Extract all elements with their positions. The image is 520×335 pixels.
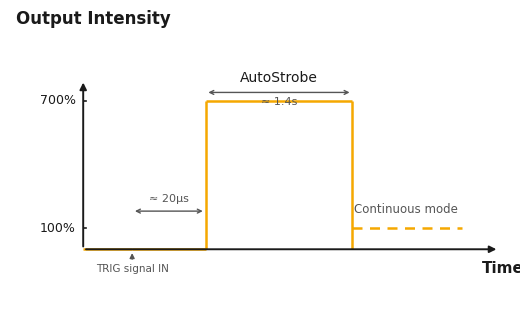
- Text: TRIG signal IN: TRIG signal IN: [96, 264, 168, 274]
- Text: AutoStrobe: AutoStrobe: [240, 71, 318, 85]
- Text: Time: Time: [483, 261, 520, 276]
- Text: ≈ 20μs: ≈ 20μs: [149, 194, 189, 204]
- Text: ≈ 1.4s: ≈ 1.4s: [261, 97, 297, 107]
- Text: 100%: 100%: [40, 221, 76, 234]
- Text: 700%: 700%: [40, 94, 76, 108]
- Text: Continuous mode: Continuous mode: [355, 203, 458, 216]
- Text: Output Intensity: Output Intensity: [16, 10, 171, 28]
